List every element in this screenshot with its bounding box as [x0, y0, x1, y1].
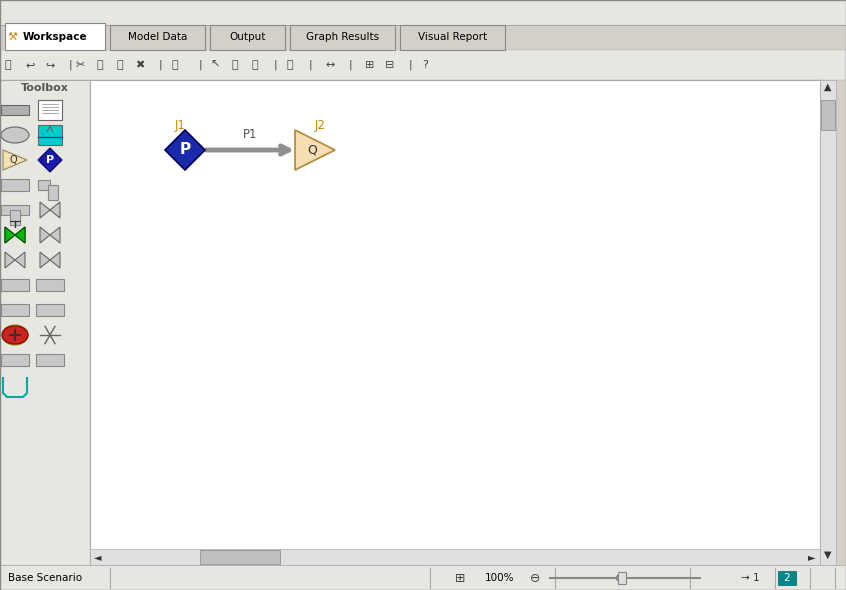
Text: 🌐: 🌐 — [172, 60, 179, 70]
Bar — [618, 572, 626, 584]
Bar — [38, 100, 62, 120]
Text: Graph Results: Graph Results — [306, 32, 379, 42]
Bar — [0, 50, 846, 80]
Polygon shape — [40, 227, 50, 243]
Text: ✖: ✖ — [135, 60, 145, 70]
Text: Visual Report: Visual Report — [418, 32, 487, 42]
Bar — [200, 550, 280, 564]
Polygon shape — [3, 150, 27, 170]
Text: ⊕: ⊕ — [615, 572, 625, 585]
Text: 🔍: 🔍 — [287, 60, 294, 70]
Text: |: | — [408, 60, 412, 70]
Text: Workspace: Workspace — [23, 31, 87, 41]
Text: 2: 2 — [783, 573, 790, 583]
Bar — [48, 185, 58, 200]
Text: |: | — [308, 60, 312, 70]
Bar — [210, 25, 285, 50]
Polygon shape — [165, 130, 205, 170]
Text: ⊟: ⊟ — [385, 60, 395, 70]
Bar — [1, 304, 29, 316]
Bar — [0, 80, 90, 565]
Bar — [821, 100, 835, 130]
Bar — [10, 210, 20, 225]
Text: |: | — [273, 60, 277, 70]
Text: ◄: ◄ — [94, 552, 102, 562]
Text: Base Scenario: Base Scenario — [8, 573, 82, 583]
Bar — [1, 279, 29, 291]
Text: Toolbox: Toolbox — [21, 83, 69, 93]
Polygon shape — [5, 227, 15, 243]
Bar — [820, 80, 836, 565]
Bar — [5, 23, 105, 50]
Polygon shape — [40, 252, 50, 268]
Bar — [36, 279, 64, 291]
Text: ⚒: ⚒ — [7, 32, 17, 42]
Text: ↪: ↪ — [46, 60, 55, 70]
Polygon shape — [15, 227, 25, 243]
Ellipse shape — [2, 325, 28, 345]
Bar — [1, 205, 29, 215]
Polygon shape — [295, 130, 335, 170]
Text: ↔: ↔ — [326, 60, 335, 70]
Text: 100%: 100% — [486, 573, 514, 583]
Bar — [36, 304, 64, 316]
Text: ✂: ✂ — [75, 60, 85, 70]
Polygon shape — [50, 252, 60, 268]
Bar — [1, 179, 29, 191]
Polygon shape — [40, 202, 50, 218]
Text: Output: Output — [229, 32, 266, 42]
Bar — [400, 25, 505, 50]
Ellipse shape — [1, 127, 29, 143]
Text: |: | — [69, 60, 72, 70]
Text: ⊞: ⊞ — [455, 572, 465, 585]
Polygon shape — [50, 202, 60, 218]
Text: Q: Q — [9, 155, 17, 165]
Text: |: | — [349, 60, 352, 70]
Text: 💾: 💾 — [5, 60, 11, 70]
Bar — [38, 180, 50, 190]
Bar — [1, 354, 29, 366]
Text: ▼: ▼ — [824, 550, 832, 560]
Polygon shape — [5, 252, 15, 268]
Text: ►: ► — [808, 552, 816, 562]
Text: J1: J1 — [174, 119, 185, 132]
Text: ↖: ↖ — [211, 60, 220, 70]
Text: ⊖: ⊖ — [530, 572, 541, 585]
Text: ↩: ↩ — [25, 60, 35, 70]
Polygon shape — [50, 227, 60, 243]
Polygon shape — [38, 148, 62, 172]
Text: P1: P1 — [243, 129, 257, 142]
Polygon shape — [5, 227, 15, 243]
Text: ?: ? — [422, 60, 428, 70]
Polygon shape — [15, 252, 25, 268]
Bar — [0, 0, 846, 25]
Text: P: P — [46, 155, 54, 165]
Bar — [778, 571, 796, 585]
Text: 📄: 📄 — [117, 60, 124, 70]
Text: 📋: 📋 — [96, 60, 103, 70]
Bar — [90, 549, 820, 565]
Text: 🔍: 🔍 — [252, 60, 258, 70]
Text: J2: J2 — [315, 119, 326, 132]
Bar — [36, 354, 64, 366]
Bar — [90, 80, 820, 565]
Text: ⊞: ⊞ — [365, 60, 375, 70]
Text: P: P — [179, 143, 190, 158]
Text: Q: Q — [307, 143, 317, 156]
Text: → 1: → 1 — [741, 573, 760, 583]
Bar — [38, 125, 62, 145]
Ellipse shape — [2, 326, 28, 344]
Text: Model Data: Model Data — [128, 32, 187, 42]
Bar — [1, 105, 29, 115]
Bar — [0, 565, 846, 590]
Polygon shape — [15, 227, 25, 243]
Text: ✋: ✋ — [232, 60, 239, 70]
Bar — [110, 25, 205, 50]
Text: |: | — [198, 60, 202, 70]
Text: ▲: ▲ — [824, 82, 832, 92]
Text: |: | — [158, 60, 162, 70]
Bar — [290, 25, 395, 50]
